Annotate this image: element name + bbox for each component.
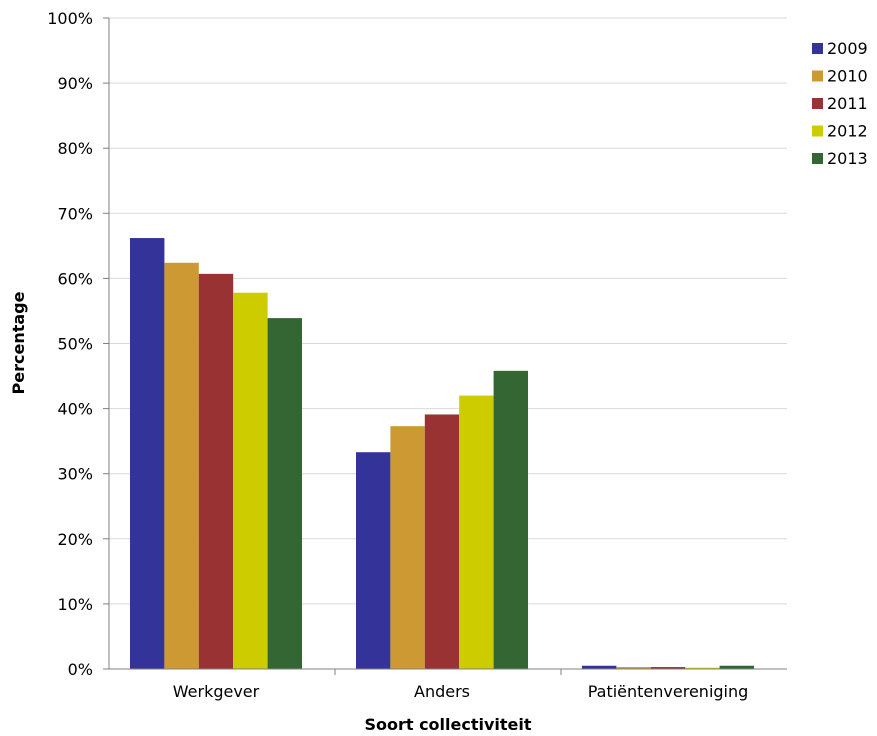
legend-swatch-2011: [812, 98, 823, 109]
bar-2013-werkgever: [267, 318, 302, 669]
legend-label-2009: 2009: [827, 39, 868, 58]
x-tick-labels: Werkgever Anders Patiëntenvereniging: [173, 669, 749, 701]
bar-2009-anders: [356, 452, 391, 669]
legend-label-2012: 2012: [827, 122, 868, 141]
bar-2010-anders: [390, 426, 425, 669]
bar-2012-patiëntenvereniging: [685, 667, 720, 669]
bar-2009-werkgever: [130, 238, 165, 669]
bar-2013-anders: [493, 370, 528, 669]
y-tick-label: 40%: [57, 400, 93, 419]
legend-label-2010: 2010: [827, 67, 868, 86]
y-axis-title: Percentage: [9, 291, 28, 394]
legend-swatch-2013: [812, 153, 823, 164]
bar-2012-werkgever: [233, 292, 268, 669]
bar-2013-patiëntenvereniging: [719, 665, 754, 669]
y-tick-label: 60%: [57, 269, 93, 288]
bar-2012-anders: [459, 395, 494, 669]
legend-swatch-2009: [812, 43, 823, 54]
legend-swatch-2012: [812, 125, 823, 137]
bar-2011-patiëntenvereniging: [650, 667, 686, 669]
y-tick-labels: 0% 10% 20% 30% 40% 50% 60% 70% 80% 90% 100%: [47, 9, 109, 679]
y-tick-label: 10%: [57, 595, 93, 614]
legend-swatch-2010: [812, 70, 823, 82]
y-tick-label: 20%: [57, 530, 93, 549]
legend: 2009 2010 2011 2012 2013: [812, 39, 868, 168]
x-tick-label: Anders: [414, 682, 470, 701]
bar-2011-anders: [424, 414, 460, 669]
bars: [130, 238, 754, 669]
y-tick-label: 0%: [68, 660, 93, 679]
legend-label-2011: 2011: [827, 94, 868, 113]
x-tick-label: Werkgever: [173, 682, 260, 701]
y-tick-label: 30%: [57, 465, 93, 484]
bar-2011-werkgever: [198, 273, 234, 669]
y-tick-label: 100%: [47, 9, 93, 28]
bar-2010-patiëntenvereniging: [616, 667, 651, 669]
x-axis-title: Soort collectiviteit: [364, 715, 531, 734]
x-tick-label: Patiëntenvereniging: [588, 682, 749, 701]
y-tick-label: 90%: [57, 74, 93, 93]
bar-2010-werkgever: [164, 262, 199, 669]
y-tick-label: 70%: [57, 204, 93, 223]
legend-label-2013: 2013: [827, 149, 868, 168]
y-tick-label: 80%: [57, 139, 93, 158]
y-tick-label: 50%: [57, 335, 93, 354]
bar-2009-patiëntenvereniging: [582, 665, 617, 669]
